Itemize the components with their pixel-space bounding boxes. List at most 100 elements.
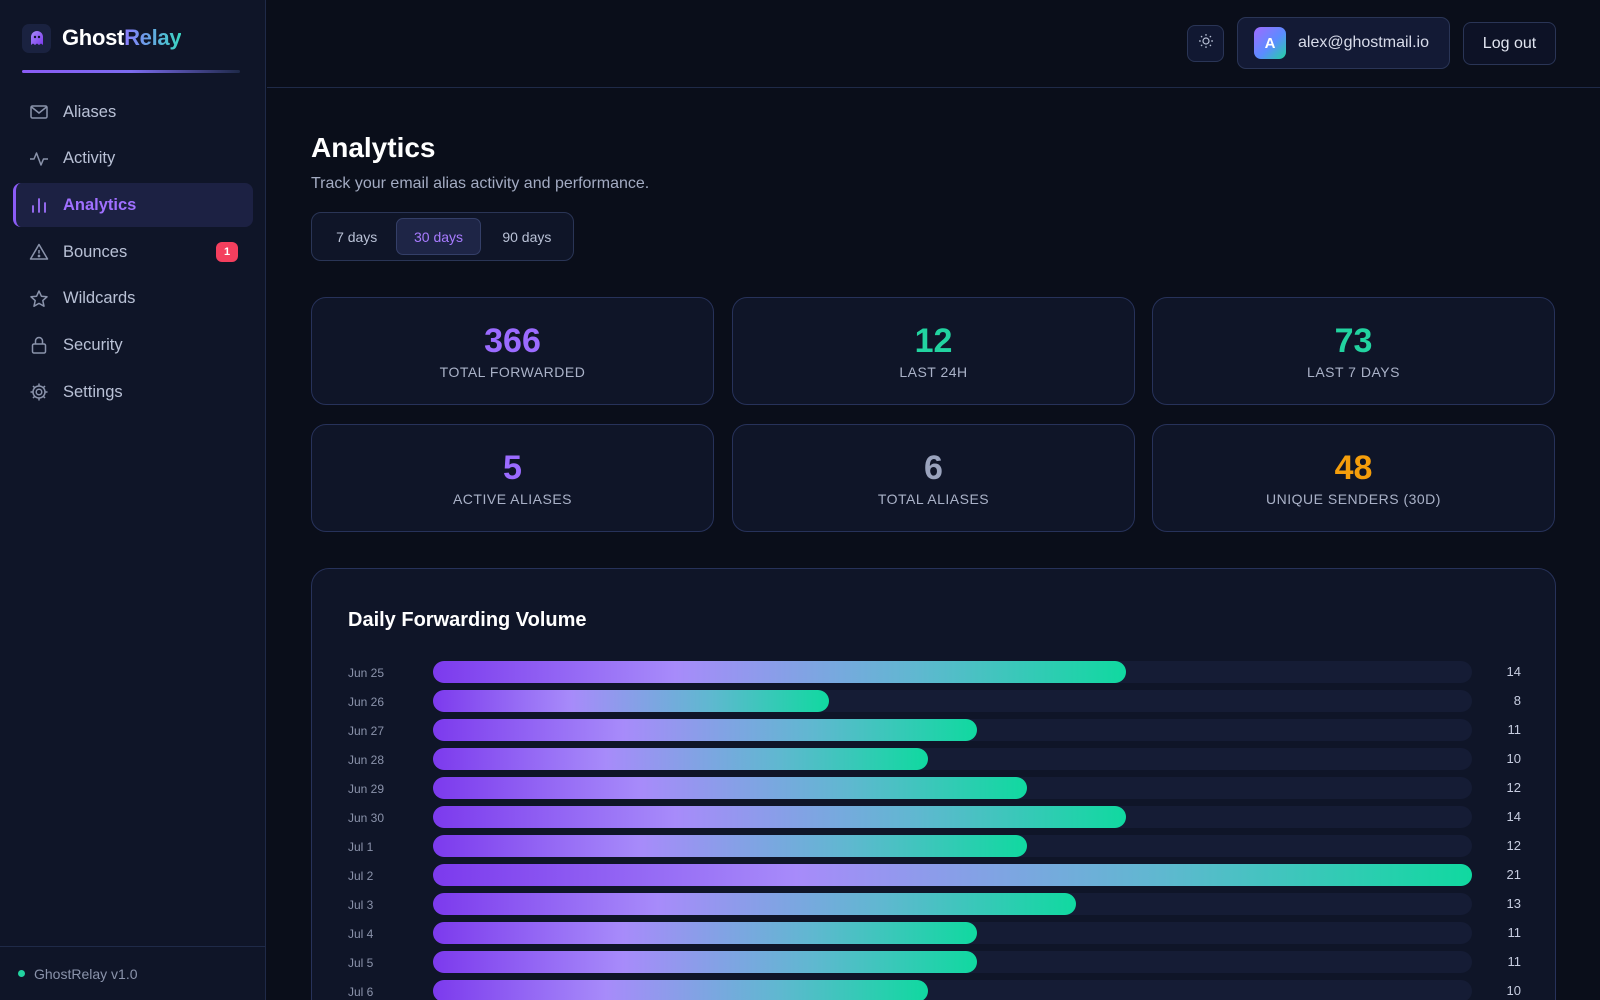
chart-row: Jul 1 12 [312, 835, 1557, 857]
chart-value-label: 12 [1506, 780, 1521, 795]
chart-bar [433, 777, 1027, 799]
chart-category-label: Jun 27 [348, 724, 385, 738]
chart-value-label: 21 [1506, 867, 1521, 882]
chart-bar-track [433, 951, 1472, 973]
chart-category-label: Jul 6 [348, 985, 374, 999]
status-dot-icon [18, 970, 25, 977]
chart-row: Jul 6 10 [312, 980, 1557, 1000]
chart-title: Daily Forwarding Volume [348, 609, 587, 631]
chart-value-label: 8 [1513, 693, 1521, 708]
daily-volume-chart-panel: Daily Forwarding Volume Jun 25 14 Jun 26 8 J… [311, 568, 1556, 1000]
sidebar-item-label: Activity [63, 149, 116, 168]
stat-card-total-aliases: 6 TOTAL ALIASES [732, 424, 1135, 532]
ghost-logo-icon [22, 23, 51, 53]
chart-row: Jun 27 11 [312, 719, 1557, 741]
chart-value-label: 11 [1507, 925, 1522, 940]
chart-row: Jul 3 13 [312, 893, 1557, 915]
chart-bar-track [433, 864, 1472, 886]
chart-bar [433, 719, 977, 741]
sidebar-item-aliases[interactable]: Aliases [13, 90, 253, 134]
chart-bar [433, 690, 829, 712]
top-header: A alex@ghostmail.io Log out [267, 0, 1600, 88]
sidebar-item-label: Bounces [63, 242, 128, 261]
chart-category-label: Jul 4 [348, 927, 374, 941]
stat-card-total-forwarded: 366 TOTAL FORWARDED [311, 297, 714, 405]
avatar: A [1254, 27, 1286, 59]
sidebar-item-label: Wildcards [63, 289, 136, 308]
range-30-days-button[interactable]: 30 days [396, 218, 481, 255]
stat-label: TOTAL FORWARDED [439, 364, 586, 380]
user-email: alex@ghostmail.io [1298, 34, 1429, 51]
chart-row: Jun 25 14 [312, 661, 1557, 683]
range-7-days-button[interactable]: 7 days [336, 228, 378, 245]
page-title: Analytics [311, 132, 436, 163]
chart-bar [433, 922, 977, 944]
logout-button[interactable]: Log out [1463, 22, 1556, 65]
star-icon [29, 289, 49, 309]
gear-icon [29, 382, 49, 402]
chart-bar-track [433, 748, 1472, 770]
stat-value: 6 [924, 449, 943, 487]
chart-row: Jun 30 14 [312, 806, 1557, 828]
sidebar-item-wildcards[interactable]: Wildcards [13, 277, 253, 321]
stat-value: 73 [1334, 322, 1373, 360]
sidebar-footer: GhostRelay v1.0 [0, 946, 266, 1000]
chart-category-label: Jul 3 [348, 898, 374, 912]
warning-icon [29, 242, 49, 262]
sidebar-item-label: Analytics [63, 195, 137, 214]
lock-icon [29, 335, 49, 355]
range-90-days-button[interactable]: 90 days [502, 228, 552, 245]
sidebar-item-label: Aliases [63, 102, 117, 121]
mail-icon [29, 102, 49, 122]
chart-bar [433, 980, 928, 1000]
sidebar-nav: Aliases Activity Analytics Bounces 1 W [13, 90, 253, 417]
chart-bar [433, 893, 1076, 915]
sidebar: GhostRelay Aliases Activity Analytics [0, 0, 266, 1000]
chart-value-label: 14 [1506, 664, 1521, 679]
stat-label: TOTAL ALIASES [877, 491, 990, 507]
theme-toggle-button[interactable] [1187, 25, 1224, 62]
brand-divider [22, 70, 240, 73]
chart-bar [433, 951, 977, 973]
chart-bar [433, 864, 1472, 886]
chart-value-label: 11 [1507, 722, 1522, 737]
chart-bar-track [433, 980, 1472, 1000]
stat-card-unique-senders: 48 UNIQUE SENDERS (30D) [1152, 424, 1555, 532]
chart-bar-track [433, 719, 1472, 741]
chart-bar [433, 806, 1126, 828]
chart-category-label: Jun 25 [348, 666, 385, 680]
chart-bar-track [433, 777, 1472, 799]
chart-category-label: Jul 2 [348, 869, 374, 883]
chart-category-label: Jul 5 [348, 956, 374, 970]
version-label: GhostRelay v1.0 [34, 965, 138, 982]
chart-bar-track [433, 806, 1472, 828]
chart-value-label: 10 [1506, 751, 1521, 766]
chart-bar [433, 835, 1027, 857]
sidebar-item-security[interactable]: Security [13, 323, 253, 367]
stat-label: LAST 7 DAYS [1307, 364, 1400, 380]
page-subtitle: Track your email alias activity and perf… [311, 175, 650, 192]
brand-name-part1: Ghost [62, 25, 125, 50]
sidebar-item-analytics[interactable]: Analytics [13, 183, 253, 228]
chart-row: Jun 26 8 [312, 690, 1557, 712]
chart-category-label: Jun 30 [348, 811, 385, 825]
user-menu[interactable]: A alex@ghostmail.io [1237, 17, 1450, 69]
sidebar-item-bounces[interactable]: Bounces 1 [13, 230, 253, 274]
chart-bar [433, 661, 1126, 683]
stat-value: 12 [914, 322, 953, 360]
sidebar-item-settings[interactable]: Settings [13, 370, 253, 414]
sidebar-item-activity[interactable]: Activity [13, 137, 253, 181]
stat-value: 48 [1334, 449, 1373, 487]
chart-value-label: 14 [1506, 809, 1521, 824]
date-range-selector: 7 days 30 days 90 days [311, 212, 574, 261]
chart-row: Jul 2 21 [312, 864, 1557, 886]
chart-value-label: 11 [1507, 954, 1522, 969]
chart-row: Jun 29 12 [312, 777, 1557, 799]
brand[interactable]: GhostRelay [22, 22, 182, 54]
chart-bar-track [433, 835, 1472, 857]
chart-value-label: 13 [1506, 896, 1521, 911]
chart-bar-track [433, 922, 1472, 944]
sun-icon [1198, 33, 1214, 54]
chart-bar-track [433, 661, 1472, 683]
stat-value: 5 [503, 449, 522, 487]
